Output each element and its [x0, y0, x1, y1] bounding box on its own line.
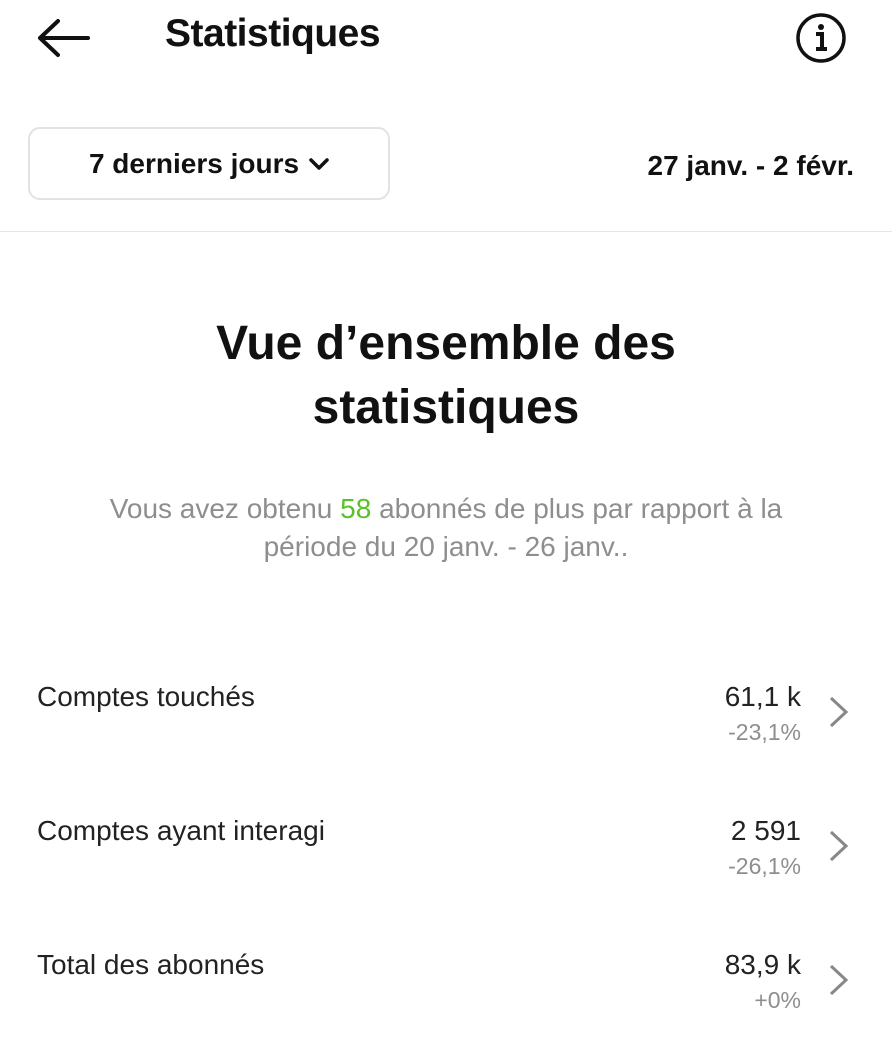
metric-label: Total des abonnés	[37, 949, 265, 980]
heading-line-1: Vue d’ensemble des	[216, 317, 676, 370]
date-range: 27 janv. - 2 févr.	[647, 150, 855, 181]
heading-line-2: statistiques	[312, 381, 580, 434]
summary-suffix: abonnés de plus par rapport à la période…	[263, 493, 783, 562]
overview-summary: Vous avez obtenu 58 abonnés de plus par …	[60, 490, 832, 566]
divider	[0, 231, 892, 232]
period-label: 7 derniers jours	[88, 147, 300, 179]
chevron-right-icon	[829, 830, 849, 862]
metric-row-accounts-engaged[interactable]: Comptes ayant interagi 2 591 -26,1%	[0, 807, 892, 907]
back-arrow-icon[interactable]	[36, 18, 92, 58]
metric-value: 2 591	[730, 815, 801, 846]
metric-change: -23,1%	[728, 719, 801, 745]
metric-row-total-followers[interactable]: Total des abonnés 83,9 k +0%	[0, 941, 892, 1041]
metric-label: Comptes touchés	[37, 681, 255, 712]
metric-row-accounts-reached[interactable]: Comptes touchés 61,1 k -23,1%	[0, 673, 892, 773]
metric-label: Comptes ayant interagi	[37, 815, 325, 846]
metric-value: 83,9 k	[724, 949, 801, 980]
summary-count: 58	[340, 493, 372, 524]
chevron-right-icon	[829, 964, 849, 996]
info-icon[interactable]	[795, 12, 847, 64]
page-title: Statistiques	[165, 12, 381, 55]
chevron-down-icon	[309, 157, 329, 170]
metric-change: -26,1%	[728, 853, 801, 879]
summary-prefix: Vous avez obtenu	[109, 493, 341, 524]
chevron-right-icon	[829, 696, 849, 728]
period-dropdown[interactable]: 7 derniers jours	[28, 127, 390, 200]
overview-heading: Vue d’ensemble des statistiques	[0, 312, 892, 440]
metric-value: 61,1 k	[724, 681, 801, 712]
metric-change: +0%	[754, 987, 801, 1013]
